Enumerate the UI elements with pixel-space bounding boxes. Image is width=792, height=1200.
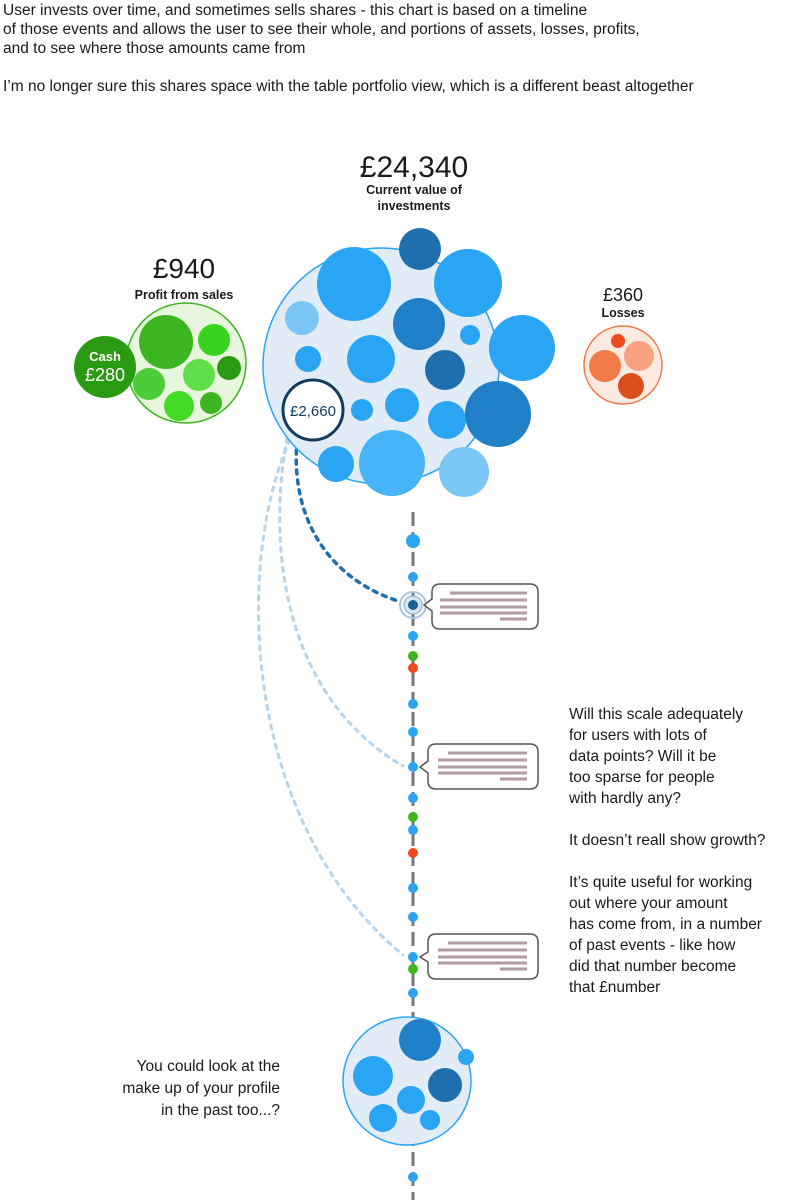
timeline-event-dot[interactable] xyxy=(408,825,418,835)
connector-curve-active xyxy=(294,438,403,604)
losses-amount: £360 xyxy=(603,285,643,305)
intro-line-4: I’m no longer sure this shares space wit… xyxy=(3,78,694,95)
current-value-bubble[interactable]: £2,660 xyxy=(262,228,555,497)
event-card-3[interactable] xyxy=(418,933,539,980)
timeline-event-dot[interactable] xyxy=(408,699,418,709)
connector-curve-3 xyxy=(257,438,405,957)
timeline-event-dot[interactable] xyxy=(408,912,418,922)
holding-bubble[interactable] xyxy=(425,350,465,390)
timeline-event-dot[interactable] xyxy=(406,534,420,548)
timeline-event-dot-sale[interactable] xyxy=(408,812,418,822)
connector-curve-2 xyxy=(278,436,405,768)
intro-line-2: of those events and allows the user to s… xyxy=(3,21,640,38)
event-card-text-placeholder xyxy=(440,591,527,621)
timeline-event-dot-loss[interactable] xyxy=(408,663,418,673)
holding-bubble[interactable] xyxy=(351,399,373,421)
timeline-event-dot[interactable] xyxy=(408,572,418,582)
current-value-amount: £24,340 xyxy=(360,151,468,184)
losses-bubble[interactable] xyxy=(583,325,663,405)
timeline-event-dot-loss[interactable] xyxy=(408,848,418,858)
intro-text: User invests over time, and sometimes se… xyxy=(3,1,783,96)
holding-bubble[interactable] xyxy=(317,247,391,321)
selected-holding-amount: £2,660 xyxy=(290,403,336,420)
note-right: Will this scale adequately for users wit… xyxy=(569,704,789,1019)
holding-bubble[interactable] xyxy=(285,301,319,335)
timeline-event-dot[interactable] xyxy=(408,883,418,893)
selected-holding-bubble[interactable]: £2,660 xyxy=(281,378,345,442)
event-card-1[interactable] xyxy=(422,583,539,630)
holding-bubble[interactable] xyxy=(465,381,531,447)
timeline-event-selected[interactable] xyxy=(399,591,427,619)
current-value-label-1: Current value of xyxy=(366,183,463,197)
profit-label: Profit from sales xyxy=(135,288,234,302)
timeline-event-dot[interactable] xyxy=(408,793,418,803)
intro-line-1: User invests over time, and sometimes se… xyxy=(3,2,588,19)
holding-bubble[interactable] xyxy=(439,447,489,497)
holding-bubble[interactable] xyxy=(295,346,321,372)
holding-bubble[interactable] xyxy=(434,249,502,317)
cash-amount: £280 xyxy=(85,365,125,385)
holding-bubble[interactable] xyxy=(385,388,419,422)
cash-bubble[interactable]: Cash £280 xyxy=(74,336,136,398)
timeline-event-dot[interactable] xyxy=(408,762,418,772)
timeline-event-dot[interactable] xyxy=(408,988,418,998)
holding-bubble[interactable] xyxy=(399,228,441,270)
holding-bubble[interactable] xyxy=(393,298,445,350)
past-portfolio-bubble[interactable] xyxy=(342,1016,474,1146)
intro-line-3: and to see where those amounts came from xyxy=(3,40,306,57)
holding-bubble[interactable] xyxy=(460,325,480,345)
profit-bubble[interactable] xyxy=(125,302,247,424)
holding-bubble[interactable] xyxy=(397,1086,425,1114)
current-value-label-2: investments xyxy=(378,199,451,213)
note-usefulness: It’s quite useful for working out where … xyxy=(569,874,762,996)
holding-bubble[interactable] xyxy=(428,401,466,439)
holding-bubble[interactable] xyxy=(489,315,555,381)
timeline-event-dot[interactable] xyxy=(408,952,418,962)
timeline-event-dot-sale[interactable] xyxy=(408,964,418,974)
timeline-event-dot[interactable] xyxy=(408,1172,418,1182)
note-left: You could look at the make up of your pr… xyxy=(122,1058,280,1119)
holding-bubble[interactable] xyxy=(318,446,354,482)
timeline-events xyxy=(399,534,427,1182)
holding-bubble[interactable] xyxy=(369,1104,397,1132)
timeline-event-dot[interactable] xyxy=(408,631,418,641)
event-card-text-placeholder xyxy=(438,751,527,781)
cash-label: Cash xyxy=(89,349,121,364)
timeline-event-dot[interactable] xyxy=(408,727,418,737)
holding-bubble[interactable] xyxy=(428,1068,462,1102)
holding-bubble[interactable] xyxy=(458,1049,474,1065)
holding-bubble[interactable] xyxy=(399,1019,441,1061)
holding-bubble[interactable] xyxy=(420,1110,440,1130)
losses-label: Losses xyxy=(601,306,644,320)
note-question-scale: Will this scale adequately for users wit… xyxy=(569,706,744,807)
holding-bubble[interactable] xyxy=(347,335,395,383)
timeline-event-dot-sale[interactable] xyxy=(408,651,418,661)
event-card-2[interactable] xyxy=(418,743,539,790)
event-card-text-placeholder xyxy=(438,941,527,971)
holding-bubble[interactable] xyxy=(359,430,425,496)
note-question-growth: It doesn’t reall show growth? xyxy=(569,832,766,849)
profit-amount: £940 xyxy=(153,253,215,284)
holding-bubble[interactable] xyxy=(353,1056,393,1096)
